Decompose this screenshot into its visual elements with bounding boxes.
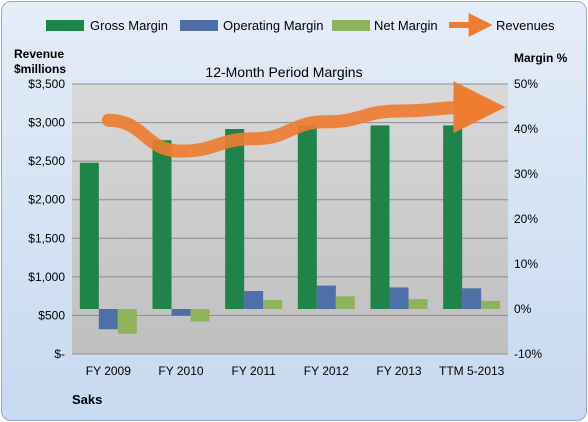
right-axis-ticks: -10% 0% 10% 20% 30% 40% 50%: [514, 77, 542, 361]
bar-operating-margin: [462, 288, 482, 309]
x-tick-label: FY 2011: [232, 364, 277, 378]
x-tick-label: TTM 5-2013: [439, 364, 505, 378]
right-tick-label: 10%: [514, 257, 538, 271]
right-tick-label: 0%: [514, 302, 532, 316]
right-tick-label: 50%: [514, 77, 538, 91]
left-tick-label: $500: [38, 308, 65, 322]
company-label: Saks: [72, 392, 102, 407]
x-tick-label: FY 2010: [158, 364, 203, 378]
right-tick-label: 30%: [514, 167, 538, 181]
right-tick-label: -10%: [514, 347, 542, 361]
x-tick-label: FY 2013: [376, 364, 421, 378]
left-tick-label: $3,500: [28, 77, 65, 91]
left-axis-ticks: $- $500 $1,000 $1,500 $2,000 $2,500 $3,000 $3,5…: [28, 77, 65, 361]
bar-gross-margin: [370, 125, 390, 310]
legend-label-revenues: Revenues: [496, 18, 555, 33]
left-tick-label: $1,000: [28, 270, 65, 284]
bar-net-margin: [117, 309, 137, 334]
legend-label-gross-margin: Gross Margin: [90, 18, 168, 33]
right-tick-label: 20%: [514, 212, 538, 226]
bar-net-margin: [263, 300, 283, 309]
bar-gross-margin: [79, 162, 99, 309]
right-tick-label: 40%: [514, 122, 538, 136]
left-tick-label: $3,000: [28, 116, 65, 130]
legend-label-net-margin: Net Margin: [374, 18, 438, 33]
revenue-arrow: [101, 81, 506, 158]
x-axis-ticks: FY 2009 FY 2010 FY 2011 FY 2012 FY 2013 TTM 5…: [86, 364, 505, 378]
left-axis-title-line1: Revenue: [14, 47, 64, 61]
left-axis-title-line2: $millions: [14, 62, 66, 76]
bar-gross-margin: [152, 140, 172, 309]
bar-net-margin: [335, 296, 355, 309]
left-tick-label: $2,000: [28, 193, 65, 207]
legend-swatch-gross-margin: [46, 20, 84, 31]
bar-net-margin: [190, 309, 210, 322]
bar-operating-margin: [171, 309, 191, 316]
right-axis-title: Margin %: [514, 51, 568, 65]
bar-gross-margin: [297, 125, 317, 310]
legend-swatch-net-margin: [332, 20, 370, 31]
legend: Gross Margin Operating Margin Net Margin…: [46, 13, 555, 37]
chart-title: 12-Month Period Margins: [205, 64, 362, 80]
left-tick-label: $2,500: [28, 154, 65, 168]
bar-gross-margin: [225, 129, 245, 309]
bar-operating-margin: [316, 285, 336, 309]
bar-gross-margin: [443, 125, 463, 310]
left-tick-label: $-: [54, 347, 65, 361]
bar-net-margin: [408, 299, 428, 309]
left-tick-label: $1,500: [28, 231, 65, 245]
bar-net-margin: [481, 300, 501, 309]
bar-operating-margin: [98, 309, 118, 330]
x-tick-label: FY 2012: [304, 364, 349, 378]
bar-operating-margin: [244, 291, 264, 309]
gridlines: [72, 83, 508, 355]
legend-label-operating-margin: Operating Margin: [223, 18, 323, 33]
x-tick-label: FY 2009: [86, 364, 131, 378]
bars: [79, 125, 501, 334]
legend-swatch-operating-margin: [180, 20, 218, 31]
bar-operating-margin: [389, 287, 409, 309]
revenue-line: [101, 81, 506, 158]
